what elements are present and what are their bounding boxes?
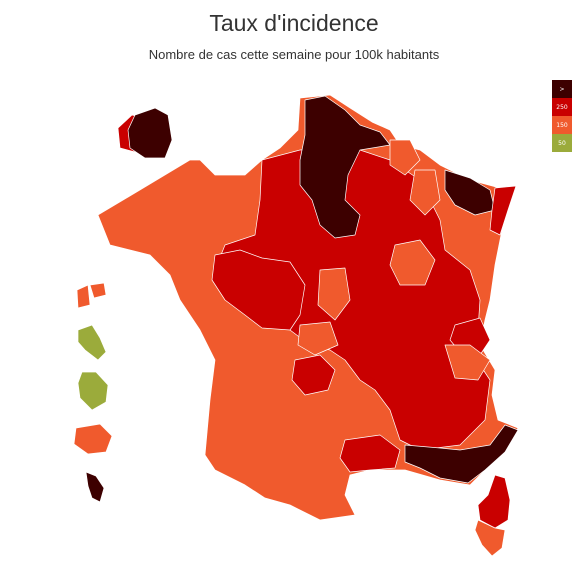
map-title: Taux d'incidence: [209, 10, 379, 36]
very-high-southeast: [404, 424, 519, 484]
legend-swatch-low: 50: [552, 134, 572, 152]
guadeloupe: [76, 282, 107, 309]
high-region-south: [339, 434, 401, 473]
medium-patch-west-center: [297, 321, 339, 356]
very-high-northeast: [444, 169, 496, 216]
corsica-north: [477, 474, 511, 529]
idf-inset-inner: [127, 107, 173, 159]
medium-patch-east-2: [444, 344, 491, 381]
legend-swatch-very-high: >: [552, 80, 572, 98]
legend-swatch-high: 250: [552, 98, 572, 116]
medium-patch-east: [389, 239, 436, 286]
high-alsace: [489, 185, 517, 236]
legend-swatch-medium: 150: [552, 116, 572, 134]
reunion: [73, 423, 113, 455]
map-subtitle: Nombre de cas cette semaine pour 100k ha…: [148, 47, 440, 62]
medium-patch-north-2: [389, 139, 421, 176]
corsica-south: [474, 519, 506, 557]
very-high-north: [299, 95, 391, 239]
high-region-southwest: [291, 354, 336, 396]
medium-patch-northeast: [409, 169, 441, 216]
medium-patch-center: [317, 267, 351, 321]
guyane: [77, 371, 109, 411]
high-region-west-center: [211, 249, 306, 331]
martinique: [77, 324, 107, 361]
map-legend: > 250 150 50: [552, 80, 572, 152]
mayotte: [85, 471, 105, 503]
